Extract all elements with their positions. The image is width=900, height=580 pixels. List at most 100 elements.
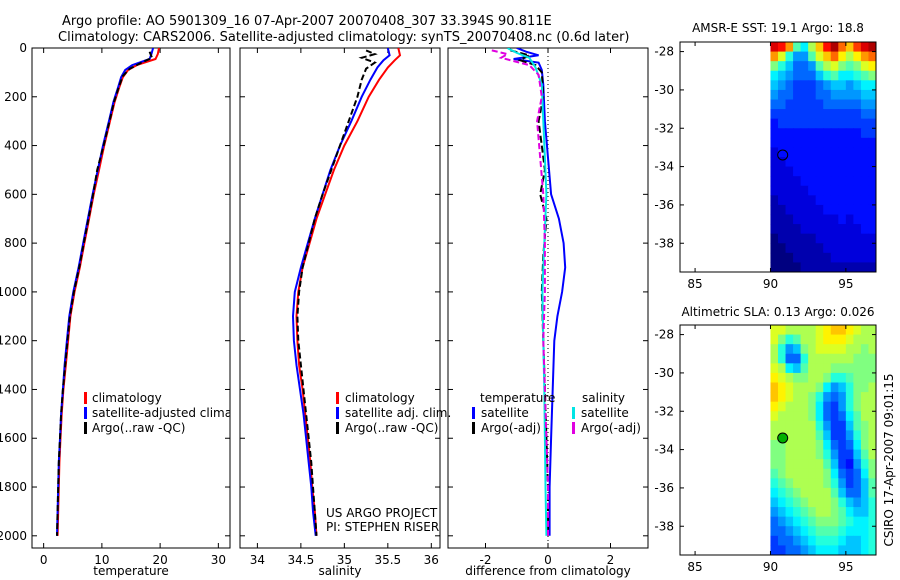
heatmap-cell bbox=[823, 70, 832, 81]
heatmap-cell bbox=[845, 224, 854, 235]
heatmap-cell bbox=[808, 526, 817, 537]
depth-tick-label: 800 bbox=[4, 236, 27, 250]
heatmap-cell bbox=[845, 516, 854, 527]
heatmap-cell bbox=[860, 204, 870, 216]
heatmap-cell bbox=[838, 334, 847, 345]
temperature-lines bbox=[56, 48, 160, 536]
heatmap-cell bbox=[815, 401, 824, 412]
heatmap-cell bbox=[808, 449, 817, 460]
heatmap-cell bbox=[808, 468, 817, 479]
heatmap-cell bbox=[830, 128, 839, 139]
heatmap-cell bbox=[823, 459, 832, 470]
heatmap-cell bbox=[845, 411, 854, 422]
heatmap-cell bbox=[853, 224, 862, 235]
heatmap-cell bbox=[853, 420, 862, 432]
heatmap-cell bbox=[845, 70, 854, 81]
heatmap-cell bbox=[808, 262, 817, 272]
sst-argo-location-marker bbox=[777, 149, 789, 161]
heatmap-cell bbox=[815, 516, 824, 527]
heatmap-cell bbox=[793, 353, 802, 364]
heatmap-cell bbox=[838, 449, 847, 460]
heatmap-cell bbox=[793, 468, 802, 479]
series-line-salinity-satellite bbox=[506, 48, 548, 536]
heatmap-cell bbox=[778, 70, 787, 81]
heatmap-cell bbox=[823, 118, 832, 129]
depth-tick-label: 2000 bbox=[0, 529, 27, 543]
heatmap-cell bbox=[830, 449, 839, 460]
heatmap-cell bbox=[770, 204, 779, 216]
heatmap-cell bbox=[860, 487, 870, 499]
heatmap-cell bbox=[845, 118, 854, 129]
heatmap-cell bbox=[845, 147, 854, 158]
heatmap-cell bbox=[770, 478, 779, 489]
heatmap-cell bbox=[815, 507, 824, 518]
heatmap-cell bbox=[845, 109, 854, 120]
heatmap-cell bbox=[808, 166, 817, 177]
heatmap-cell bbox=[838, 478, 847, 489]
heatmap-cell bbox=[853, 325, 862, 336]
heatmap-cell bbox=[778, 449, 787, 460]
heatmap-cell bbox=[838, 61, 847, 72]
heatmap-cell bbox=[800, 147, 809, 158]
heatmap-cell bbox=[830, 118, 839, 129]
heatmap-cell bbox=[808, 233, 817, 244]
heatmap-cell bbox=[815, 420, 824, 432]
heatmap-cell bbox=[860, 80, 870, 91]
heatmap-cell bbox=[770, 325, 779, 336]
heatmap-cell bbox=[808, 334, 817, 345]
heatmap-cell bbox=[770, 507, 779, 518]
heatmap-cell bbox=[830, 109, 839, 120]
heatmap-cell bbox=[770, 166, 779, 177]
temperature-x-label: temperature bbox=[93, 564, 168, 578]
temperature-panel: 0 10 20 30 02004006008001000120014001600180… bbox=[0, 41, 648, 578]
heatmap-cell bbox=[793, 42, 802, 53]
x-tick-label: 0 bbox=[40, 553, 48, 567]
heatmap-cell bbox=[815, 80, 824, 91]
heatmap-cell bbox=[845, 545, 854, 555]
heatmap-cell bbox=[860, 195, 870, 206]
heatmap-cell bbox=[838, 516, 847, 527]
heatmap-cell bbox=[800, 89, 809, 101]
heatmap-cell bbox=[770, 497, 779, 508]
map-y-tick-label: -34 bbox=[654, 443, 674, 457]
heatmap-cell bbox=[800, 440, 809, 451]
heatmap-cell bbox=[830, 401, 839, 412]
heatmap-cell bbox=[778, 497, 787, 508]
heatmap-cell bbox=[785, 325, 794, 336]
heatmap-cell bbox=[860, 252, 870, 264]
heatmap-cell bbox=[830, 214, 839, 225]
heatmap-cell bbox=[838, 545, 847, 555]
heatmap-cell bbox=[815, 535, 824, 547]
heatmap-cell bbox=[800, 51, 809, 62]
heatmap-cell bbox=[815, 344, 824, 355]
heatmap-cell bbox=[785, 497, 794, 508]
heatmap-cell bbox=[868, 411, 876, 422]
heatmap-cell bbox=[860, 411, 870, 422]
heatmap-cell bbox=[793, 176, 802, 187]
heatmap-cell bbox=[785, 176, 794, 187]
heatmap-cell bbox=[778, 99, 787, 110]
heatmap-cell bbox=[778, 214, 787, 225]
heatmap-cell bbox=[823, 507, 832, 518]
heatmap-cell bbox=[823, 195, 832, 206]
heatmap-cell bbox=[823, 233, 832, 244]
depth-tick-label: 1000 bbox=[0, 285, 27, 299]
depth-tick-label: 1200 bbox=[0, 334, 27, 348]
heatmap-cell bbox=[785, 468, 794, 479]
heatmap-cell bbox=[830, 334, 839, 345]
heatmap-cell bbox=[793, 545, 802, 555]
heatmap-cell bbox=[853, 137, 862, 149]
heatmap-cell bbox=[815, 157, 824, 168]
heatmap-cell bbox=[838, 262, 847, 272]
heatmap-cell bbox=[823, 89, 832, 101]
heatmap-cell bbox=[838, 157, 847, 168]
legend-swatch-argo bbox=[84, 422, 87, 434]
heatmap-cell bbox=[808, 80, 817, 91]
sla-map-title: Altimetric SLA: 0.13 Argo: 0.026 bbox=[681, 305, 874, 319]
heatmap-cell bbox=[808, 545, 817, 555]
heatmap-cell bbox=[785, 401, 794, 412]
heatmap-cell bbox=[793, 507, 802, 518]
heatmap-cell bbox=[823, 449, 832, 460]
heatmap-cell bbox=[838, 137, 847, 149]
heatmap-cell bbox=[770, 545, 779, 555]
